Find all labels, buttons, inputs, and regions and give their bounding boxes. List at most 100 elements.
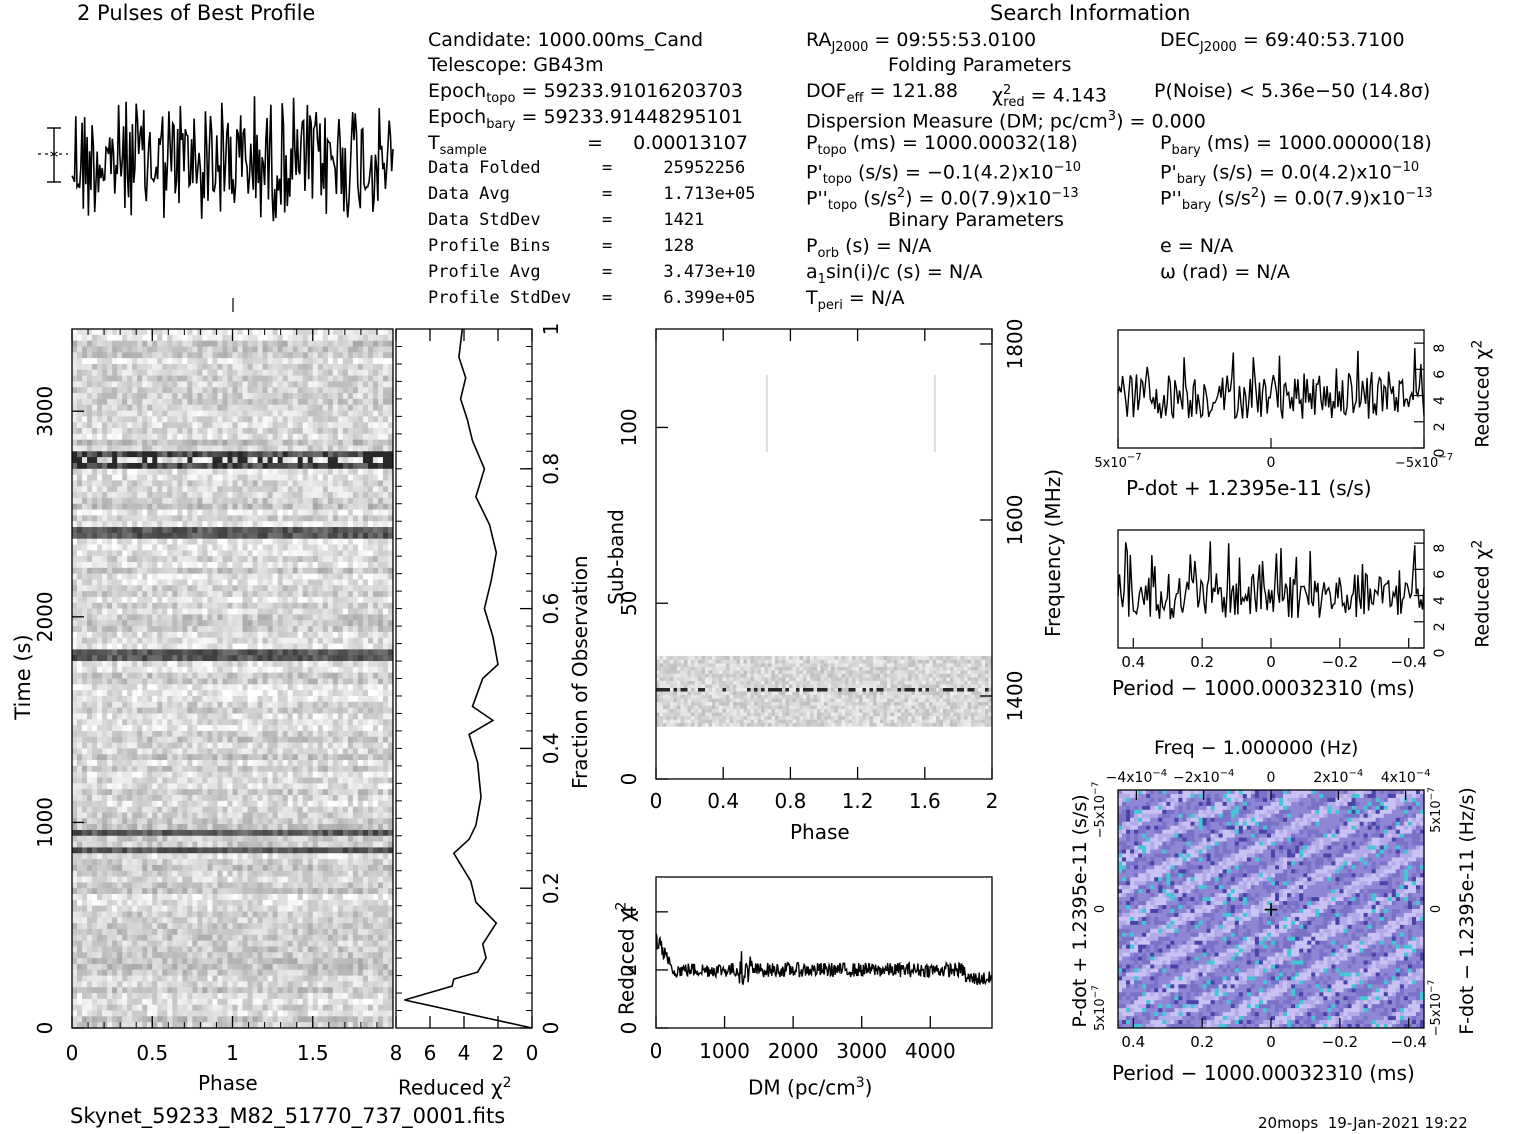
pixel [142, 521, 147, 527]
pixel [243, 335, 248, 341]
pixel [343, 370, 348, 376]
pixel [273, 574, 278, 580]
pixel [192, 399, 197, 405]
pixel [187, 475, 192, 481]
pixel [383, 550, 388, 556]
pixel [117, 644, 122, 650]
pixel [373, 416, 378, 422]
pixel [137, 731, 142, 737]
pixel [137, 626, 142, 632]
pixel [222, 475, 227, 481]
pixel [238, 504, 243, 510]
pixel [313, 562, 318, 568]
pixel [177, 457, 182, 463]
pixel [283, 329, 288, 335]
pixel [343, 504, 348, 510]
pixel [333, 597, 338, 603]
pixel [167, 341, 172, 347]
pixel [177, 428, 182, 434]
pixel [162, 469, 167, 475]
pixel [373, 719, 378, 725]
pixel [87, 335, 92, 341]
pixel [333, 486, 338, 492]
pixel [182, 381, 187, 387]
pixel [258, 562, 263, 568]
pixel [207, 702, 212, 708]
pixel [378, 748, 383, 754]
pixel [182, 597, 187, 603]
pixel [303, 422, 308, 428]
pixel [202, 620, 207, 626]
pixel [72, 440, 77, 446]
pixel [152, 329, 157, 335]
pixel [273, 550, 278, 556]
pixel [102, 638, 107, 644]
pixel [157, 486, 162, 492]
pixel [92, 591, 97, 597]
pixel [182, 679, 187, 685]
pixel [233, 387, 238, 393]
pixel [227, 690, 232, 696]
pixel [348, 486, 353, 492]
pixel [363, 603, 368, 609]
pixel [278, 684, 283, 690]
pixel [253, 405, 258, 411]
pixel [343, 679, 348, 685]
pixel [177, 638, 182, 644]
pixel [243, 510, 248, 516]
pixel [278, 469, 283, 475]
pixel [273, 381, 278, 387]
pixel [97, 405, 102, 411]
pixel [303, 696, 308, 702]
pixel [222, 370, 227, 376]
pixel [288, 754, 293, 760]
pixel [117, 387, 122, 393]
pixel [358, 696, 363, 702]
pixel [378, 539, 383, 545]
pixel [353, 760, 358, 766]
pixel [227, 486, 232, 492]
pixel [318, 422, 323, 428]
pixel [248, 381, 253, 387]
pixel [162, 731, 167, 737]
pixel [368, 381, 373, 387]
pixel [212, 422, 217, 428]
pixel [303, 515, 308, 521]
pixel [238, 434, 243, 440]
pixel [243, 655, 248, 661]
pixel [333, 766, 338, 772]
pixel [177, 504, 182, 510]
pixel [373, 743, 378, 749]
pixel [122, 399, 127, 405]
pixel [328, 405, 333, 411]
pixel [313, 381, 318, 387]
pixel [72, 661, 77, 667]
pixel [243, 684, 248, 690]
pixel [92, 335, 97, 341]
pixel [162, 492, 167, 498]
pixel [172, 399, 177, 405]
pixel [283, 521, 288, 527]
pixel [182, 399, 187, 405]
pixel [127, 545, 132, 551]
pixel [273, 713, 278, 719]
pixel [258, 649, 263, 655]
pixel [283, 743, 288, 749]
pixel [192, 329, 197, 335]
pixel [152, 673, 157, 679]
pixel [227, 475, 232, 481]
pixel [227, 527, 232, 533]
pixel [233, 626, 238, 632]
pixel [233, 346, 238, 352]
pixel [107, 446, 112, 452]
pixel [238, 684, 243, 690]
pixel [253, 387, 258, 393]
pixel [182, 696, 187, 702]
pixel [102, 574, 107, 580]
pixel [238, 614, 243, 620]
pixel [112, 480, 117, 486]
pixel [92, 463, 97, 469]
pixel [112, 743, 117, 749]
pixel [162, 434, 167, 440]
pixel [363, 644, 368, 650]
